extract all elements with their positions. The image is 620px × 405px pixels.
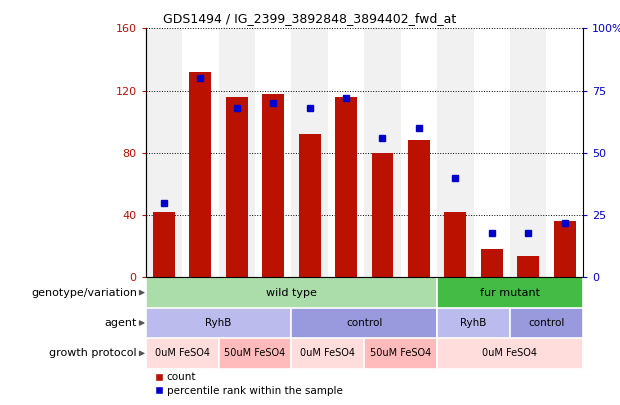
Bar <box>146 277 182 308</box>
Bar <box>255 338 291 369</box>
Bar <box>445 212 466 277</box>
Bar <box>510 308 583 338</box>
Text: control: control <box>346 318 383 328</box>
Bar <box>365 338 401 369</box>
Bar <box>474 338 510 369</box>
Bar <box>517 256 539 277</box>
Bar <box>146 338 182 369</box>
Bar <box>219 28 255 277</box>
Bar <box>262 94 284 277</box>
Bar <box>182 338 219 369</box>
Bar <box>219 338 255 369</box>
Text: 50uM FeSO4: 50uM FeSO4 <box>370 348 432 358</box>
Bar <box>291 308 437 338</box>
Bar <box>182 28 219 277</box>
Bar <box>371 153 393 277</box>
Bar <box>546 277 583 308</box>
Bar <box>146 277 437 308</box>
Bar <box>546 338 583 369</box>
Bar <box>255 277 291 308</box>
Bar <box>437 277 583 308</box>
Bar <box>291 338 365 369</box>
Bar <box>554 222 575 277</box>
Bar <box>255 308 291 338</box>
Text: fur mutant: fur mutant <box>480 288 540 298</box>
Text: 0uM FeSO4: 0uM FeSO4 <box>300 348 355 358</box>
Text: control: control <box>528 318 565 328</box>
Legend: count, percentile rank within the sample: count, percentile rank within the sample <box>151 368 347 400</box>
Bar <box>408 141 430 277</box>
Bar <box>437 277 474 308</box>
Text: wild type: wild type <box>266 288 317 298</box>
Bar <box>365 338 437 369</box>
Bar <box>291 308 328 338</box>
Bar <box>437 28 474 277</box>
Bar <box>219 277 255 308</box>
Bar <box>401 308 437 338</box>
Text: 0uM FeSO4: 0uM FeSO4 <box>482 348 538 358</box>
Text: RyhB: RyhB <box>460 318 487 328</box>
Bar <box>328 338 365 369</box>
Text: GDS1494 / IG_2399_3892848_3894402_fwd_at: GDS1494 / IG_2399_3892848_3894402_fwd_at <box>164 12 456 25</box>
Bar <box>437 308 474 338</box>
Text: agent: agent <box>105 318 137 328</box>
Bar <box>401 338 437 369</box>
Bar <box>365 308 401 338</box>
Bar <box>219 308 255 338</box>
Text: 50uM FeSO4: 50uM FeSO4 <box>224 348 286 358</box>
Bar <box>328 277 365 308</box>
Bar <box>291 277 328 308</box>
Bar <box>146 338 219 369</box>
Bar <box>365 28 401 277</box>
Bar <box>299 134 321 277</box>
Bar <box>546 28 583 277</box>
Bar <box>546 308 583 338</box>
Text: growth protocol: growth protocol <box>50 348 137 358</box>
Bar <box>510 277 546 308</box>
Bar <box>437 338 583 369</box>
Bar <box>291 338 328 369</box>
Bar <box>481 249 503 277</box>
Bar <box>153 212 175 277</box>
Bar <box>219 338 291 369</box>
Bar <box>190 72 211 277</box>
Bar <box>401 277 437 308</box>
Bar <box>437 338 474 369</box>
Text: genotype/variation: genotype/variation <box>31 288 137 298</box>
Bar <box>146 308 291 338</box>
Bar <box>255 28 291 277</box>
Bar <box>182 308 219 338</box>
Bar <box>474 277 510 308</box>
Bar <box>146 28 182 277</box>
Bar <box>510 338 546 369</box>
Bar <box>510 308 546 338</box>
Bar <box>146 308 182 338</box>
Bar <box>474 308 510 338</box>
Bar <box>401 28 437 277</box>
Bar <box>291 28 328 277</box>
Bar <box>328 28 365 277</box>
Text: RyhB: RyhB <box>205 318 232 328</box>
Bar <box>437 308 510 338</box>
Bar <box>365 277 401 308</box>
Text: 0uM FeSO4: 0uM FeSO4 <box>154 348 210 358</box>
Bar <box>182 277 219 308</box>
Bar <box>474 28 510 277</box>
Bar <box>335 97 357 277</box>
Bar <box>510 28 546 277</box>
Bar <box>226 97 248 277</box>
Bar <box>328 308 365 338</box>
